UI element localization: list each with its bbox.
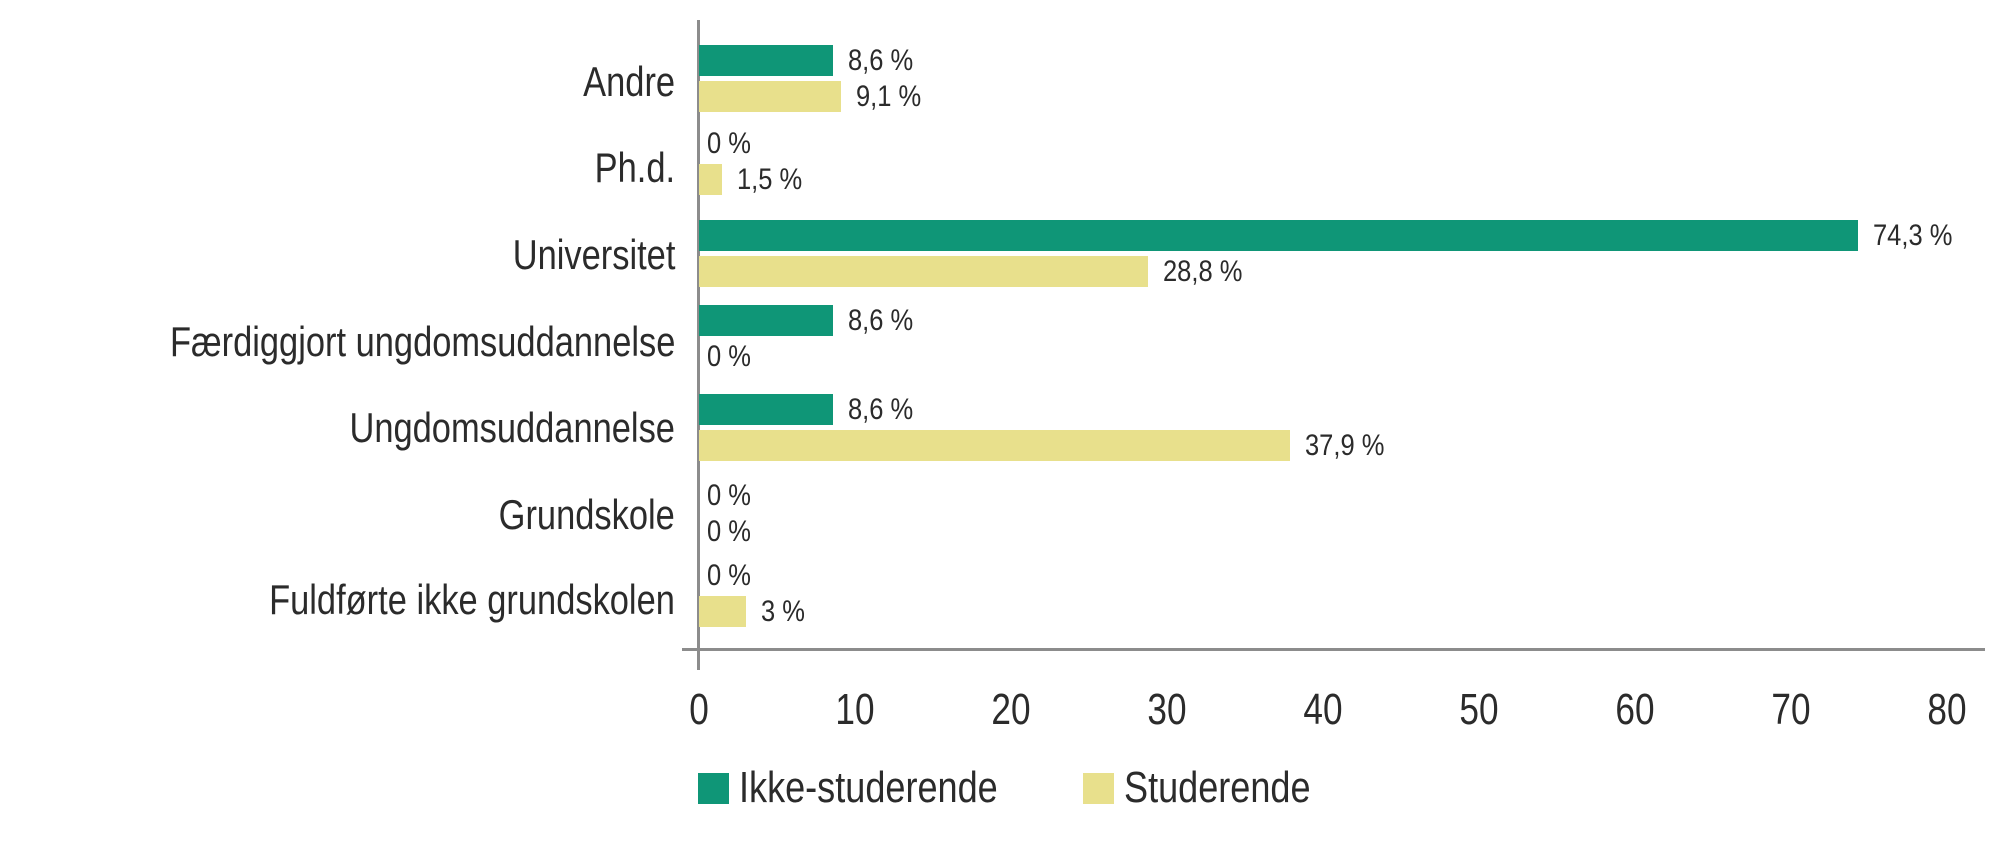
x-tick-label: 20: [991, 685, 1031, 734]
data-label: 8,6 %: [848, 304, 914, 337]
data-label: 37,9 %: [1305, 429, 1385, 462]
bar-studerende[interactable]: [699, 164, 723, 195]
data-label: 0 %: [707, 127, 751, 160]
category-label: Færdiggjort ungdomsuddannelse: [169, 318, 675, 365]
legend-label: Studerende: [1123, 763, 1311, 812]
legend-item-studerende[interactable]: Studerende: [1082, 763, 1352, 812]
x-tick-label: 40: [1303, 685, 1343, 734]
legend-swatch-studerende: [1082, 772, 1114, 804]
legend-swatch-ikke-studerende: [698, 772, 729, 804]
x-axis-line: [682, 648, 1985, 651]
data-label: 0 %: [707, 340, 751, 373]
data-label: 0 %: [707, 479, 751, 512]
x-tick-label: 0: [689, 685, 709, 734]
x-tick-label: 30: [1147, 685, 1187, 734]
data-label: 8,6 %: [848, 44, 914, 77]
data-label: 9,1 %: [855, 80, 922, 113]
y-axis-line: [697, 20, 700, 670]
data-label: 74,3 %: [1873, 219, 1953, 252]
data-label: 0 %: [707, 559, 751, 592]
legend-item-ikke-studerende[interactable]: Ikke-studerende: [698, 766, 1055, 810]
category-label: Ph.d.: [594, 144, 675, 191]
category-label: Universitet: [512, 231, 675, 278]
bar-ikke-studerende[interactable]: [699, 394, 834, 425]
x-tick-label: 50: [1459, 685, 1499, 734]
bar-studerende[interactable]: [699, 430, 1291, 461]
data-label: 1,5 %: [737, 163, 803, 196]
legend-label: Ikke-studerende: [739, 763, 998, 812]
bar-ikke-studerende[interactable]: [699, 45, 834, 76]
x-tick-label: 10: [835, 685, 875, 734]
legend: Ikke-studerende Studerende: [698, 766, 1379, 810]
bar-ikke-studerende[interactable]: [699, 220, 1859, 251]
bar-studerende[interactable]: [699, 256, 1149, 287]
data-label: 3 %: [760, 595, 805, 628]
data-label: 28,8 %: [1163, 255, 1243, 288]
category-label: Grundskole: [498, 491, 675, 538]
bar-studerende[interactable]: [699, 596, 746, 627]
x-tick-label: 80: [1927, 685, 1967, 734]
x-tick-label: 70: [1771, 685, 1811, 734]
data-label: 8,6 %: [848, 393, 914, 426]
bar-studerende[interactable]: [699, 81, 841, 112]
category-label: Fuldførte ikke grundskolen: [269, 576, 675, 623]
data-label: 0 %: [707, 515, 751, 548]
x-tick-label: 60: [1615, 685, 1655, 734]
category-label: Ungdomsuddannelse: [349, 404, 675, 451]
bar-ikke-studerende[interactable]: [699, 305, 834, 336]
category-label: Andre: [583, 58, 675, 105]
